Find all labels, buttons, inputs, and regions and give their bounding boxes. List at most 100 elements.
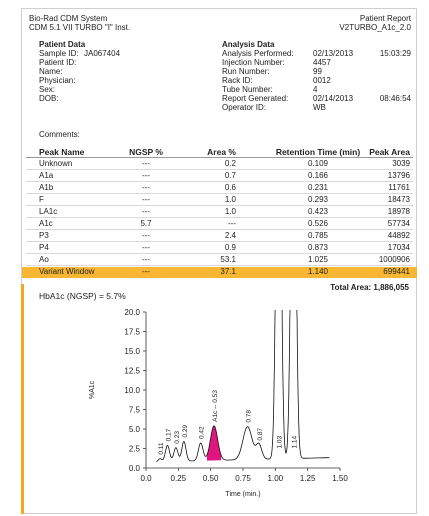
patient-field-label: Sex:	[39, 85, 56, 94]
analysis-field-value: 02/13/2013	[313, 49, 354, 58]
table-cell: 1.0	[224, 207, 236, 216]
x-tick-label: 0.25	[171, 474, 187, 483]
y-axis-title: %A1c	[89, 380, 96, 399]
table-cell: 17034	[387, 243, 410, 252]
table-cell: 0.9	[224, 243, 236, 252]
table-row-divider	[26, 169, 413, 170]
table-cell: ---	[142, 255, 150, 264]
peak-label: 0.23	[174, 431, 181, 444]
report-title: Patient Report	[359, 14, 411, 23]
peak-name-cell: Variant Window	[39, 267, 95, 276]
test-name: V2TURBO_A1c_2.0	[339, 23, 411, 32]
table-cell: 57734	[387, 219, 410, 228]
analysis-field-value: 99	[313, 67, 322, 76]
x-tick-label: 0.50	[203, 474, 219, 483]
peak-label: 1.14	[291, 435, 298, 448]
table-cell: 0.293	[307, 195, 329, 204]
table-cell: 0.109	[307, 159, 329, 168]
table-cell: ---	[142, 231, 150, 240]
patient-field-label: DOB:	[39, 94, 59, 103]
peak-name-cell: A1b	[39, 183, 54, 192]
y-tick-label: 17.5	[124, 328, 140, 337]
analysis-field-label: Injection Number:	[222, 58, 285, 67]
table-cell: 0.7	[224, 171, 236, 180]
analysis-field-label: Analysis Performed:	[222, 49, 294, 58]
table-row-divider	[26, 241, 413, 242]
y-tick-label: 5.0	[129, 425, 141, 434]
patient-field-label: Physician:	[39, 76, 76, 85]
patient-field-label: Sample ID:	[39, 49, 79, 58]
table-cell: ---	[142, 243, 150, 252]
y-tick-label: 0.0	[129, 464, 141, 473]
patient-field-label: Patient ID:	[39, 58, 77, 67]
table-cell: 53.1	[220, 255, 236, 264]
analysis-data-heading: Analysis Data	[222, 40, 275, 49]
chromatogram-trace	[156, 308, 330, 462]
analysis-field-time: 15:03:29	[379, 49, 411, 58]
table-cell: 0.6	[224, 183, 236, 192]
peak-label: 0.11	[158, 442, 165, 455]
hba1c-result: HbA1c (NGSP) = 5.7%	[39, 291, 126, 301]
peak-label: 0.29	[182, 424, 189, 437]
analysis-field-value: 02/14/2013	[313, 94, 354, 103]
peak-name-cell: LA1c	[39, 207, 58, 216]
table-cell: 5.7	[140, 219, 152, 228]
peak-name-cell: P4	[39, 243, 49, 252]
table-cell: ---	[142, 171, 150, 180]
top-clip	[147, 300, 341, 310]
table-cell: 18473	[387, 195, 410, 204]
table-cell: 2.4	[224, 231, 236, 240]
table-cell: 13796	[387, 171, 410, 180]
table-cell: 699441	[383, 267, 410, 276]
table-column-header: NGSP %	[129, 147, 163, 157]
table-row-divider	[26, 229, 413, 230]
chromatogram-chart: 0.0 2.5 5.0 7.5 10.0 12.5 15.0 17.5 20.0 0.0 0.25 0…	[89, 300, 348, 498]
table-header-rule	[26, 157, 413, 158]
table-column-header: Peak Name	[39, 147, 85, 157]
peak-name-cell: Unknown	[39, 159, 73, 168]
table-cell: ---	[142, 159, 150, 168]
patient-data-heading: Patient Data	[39, 40, 86, 49]
x-tick-label: 0.75	[235, 474, 251, 483]
system-name: Bio-Rad CDM System	[29, 14, 108, 23]
table-cell: ---	[142, 267, 150, 276]
peak-name-cell: P3	[39, 231, 49, 240]
table-cell: 1.140	[307, 267, 329, 276]
patient-field-label: Name:	[39, 67, 63, 76]
table-cell: 1.0	[224, 195, 236, 204]
table-row-divider	[26, 253, 413, 254]
table-cell: 18978	[387, 207, 410, 216]
y-tick-label: 10.0	[124, 386, 140, 395]
table-cell: 0.526	[307, 219, 329, 228]
analysis-field-label: Tube Number:	[222, 85, 273, 94]
table-cell: 11761	[388, 183, 410, 192]
table-row-divider	[26, 217, 413, 218]
table-cell: 1.025	[307, 255, 329, 264]
comments-label: Comments:	[39, 130, 80, 139]
table-column-header: Retention Time (min)	[275, 147, 361, 157]
analysis-field-time: 08:46:54	[379, 94, 411, 103]
table-cell: 3039	[392, 159, 410, 168]
table-cell: ---	[142, 207, 150, 216]
y-tick-label: 7.5	[129, 406, 141, 415]
analysis-field-value: 4	[313, 85, 318, 94]
analysis-field-value: WB	[313, 103, 326, 112]
peak-label: 0.42	[199, 426, 206, 439]
table-cell: 1000906	[378, 255, 410, 264]
y-tick-label: 12.5	[124, 367, 140, 376]
total-area: Total Area: 1,886,055	[330, 283, 409, 292]
peak-label: 1.03	[277, 435, 284, 448]
table-cell: 0.785	[307, 231, 329, 240]
table-cell: ---	[142, 183, 150, 192]
table-cell: 0.166	[307, 171, 329, 180]
analysis-field-label: Run Number:	[222, 67, 270, 76]
analysis-field-label: Operator ID:	[222, 103, 267, 112]
table-cell: ---	[228, 219, 236, 228]
y-tick-label: 15.0	[124, 347, 140, 356]
x-tick-label: 1.50	[332, 474, 348, 483]
table-column-header: Peak Area	[369, 147, 410, 157]
y-tick-label: 2.5	[129, 445, 141, 454]
table-row-divider	[26, 265, 413, 266]
analysis-field-value: 0012	[313, 76, 331, 85]
peak-name-cell: F	[39, 195, 44, 204]
